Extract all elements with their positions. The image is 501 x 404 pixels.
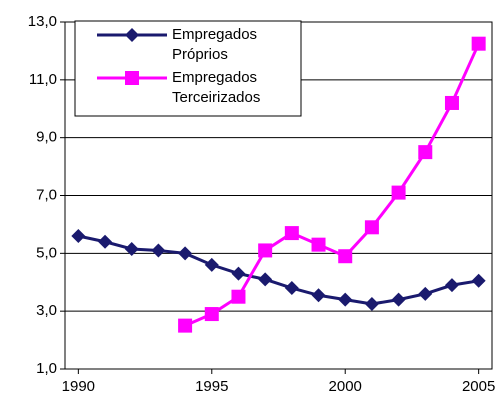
data-point xyxy=(231,266,246,281)
data-point xyxy=(151,243,166,258)
data-point xyxy=(444,95,459,110)
x-tick-label: 1990 xyxy=(62,378,95,395)
y-tick-label: 7,0 xyxy=(36,186,57,203)
y-tick-label: 13,0 xyxy=(28,13,57,30)
data-point xyxy=(338,292,353,307)
y-tick-label: 3,0 xyxy=(36,302,57,319)
series-line xyxy=(78,234,479,306)
data-point xyxy=(391,292,406,307)
data-point xyxy=(471,36,486,51)
data-point xyxy=(284,281,299,296)
data-point xyxy=(418,286,433,301)
y-tick-label: 5,0 xyxy=(36,244,57,261)
data-point xyxy=(204,257,219,272)
data-point xyxy=(231,289,246,304)
data-point xyxy=(258,243,273,258)
data-point xyxy=(178,318,193,333)
legend-label: Empregados Próprios xyxy=(172,26,258,63)
x-tick-label: 2005 xyxy=(462,378,495,395)
data-point xyxy=(204,307,219,322)
data-point xyxy=(444,278,459,293)
y-tick-label: 1,0 xyxy=(36,360,57,377)
legend-box xyxy=(74,20,302,117)
data-point xyxy=(364,296,379,311)
data-point xyxy=(338,249,353,264)
data-point xyxy=(258,272,273,287)
data-point xyxy=(124,241,139,256)
data-point xyxy=(391,185,406,200)
data-point xyxy=(284,226,299,241)
data-point xyxy=(471,273,486,288)
x-tick-label: 1995 xyxy=(195,378,228,395)
y-tick-label: 9,0 xyxy=(36,129,57,146)
data-point xyxy=(418,145,433,160)
y-tick-label: 11,0 xyxy=(29,71,57,88)
data-point xyxy=(178,246,193,261)
data-point xyxy=(71,228,86,243)
data-point xyxy=(311,237,326,252)
data-point xyxy=(364,220,379,235)
data-point xyxy=(125,28,139,42)
data-point xyxy=(311,288,326,303)
x-tick-label: 2000 xyxy=(329,378,362,395)
data-point xyxy=(125,71,139,85)
legend-label: Empregados Terceirizados xyxy=(172,69,261,106)
data-point xyxy=(98,234,113,249)
